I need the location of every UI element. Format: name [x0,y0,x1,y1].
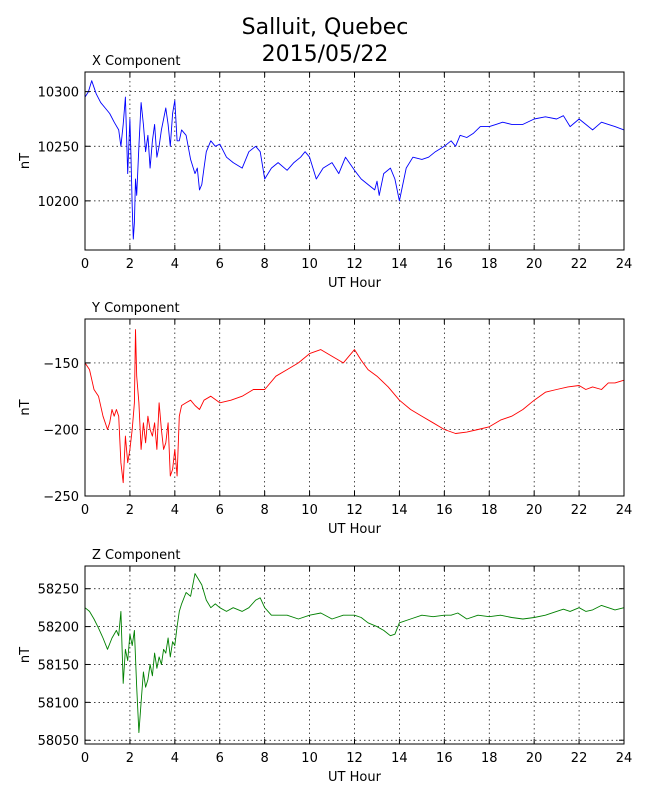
y-x-tick-label: 24 [616,503,633,518]
z-plot-frame [84,565,625,745]
y-y-tick-label: −150 [43,357,79,372]
x-y-axis-label: nT [18,153,33,169]
y-x-tick-label: 12 [346,503,363,518]
x-x-tick-label: 8 [261,257,269,272]
y-x-tick-label: 22 [571,503,588,518]
x-x-tick-label: 12 [346,257,363,272]
x-x-tick-label: 10 [301,257,318,272]
x-x-tick-label: 24 [616,257,633,272]
z-component-series-line [84,573,625,734]
z-x-tick-label: 22 [571,751,588,766]
y-panel-title: Y Component [91,301,180,316]
z-y-tick-label: 58100 [38,696,79,711]
z-x-tick-label: 6 [216,751,224,766]
z-y-tick-label: 58200 [38,621,79,636]
y-x-tick-label: 2 [126,503,134,518]
x-panel-title: X Component [92,54,181,69]
z-x-tick-label: 10 [301,751,318,766]
x-x-tick-label: 0 [81,257,89,272]
x-x-axis-label: UT Hour [328,276,382,291]
x-x-tick-label: 14 [391,257,408,272]
y-x-tick-label: 4 [171,503,179,518]
y-x-tick-label: 20 [526,503,543,518]
z-x-tick-label: 4 [171,751,179,766]
x-y-tick-label: 10250 [38,140,79,155]
z-x-tick-label: 16 [436,751,453,766]
x-x-tick-label: 16 [436,257,453,272]
z-x-tick-label: 20 [526,751,543,766]
figure-title-line-1: Salluit, Quebec [242,15,409,40]
z-x-axis-label: UT Hour [328,770,382,785]
y-y-tick-label: −250 [43,490,79,505]
z-x-tick-label: 14 [391,751,408,766]
x-y-tick-label: 10300 [38,86,79,101]
z-y-tick-label: 58150 [38,658,79,673]
y-y-tick-label: −200 [43,423,79,438]
x-x-tick-label: 6 [216,257,224,272]
y-x-tick-label: 6 [216,503,224,518]
y-x-tick-label: 14 [391,503,408,518]
y-x-tick-label: 10 [301,503,318,518]
z-x-tick-label: 12 [346,751,363,766]
z-x-tick-label: 24 [616,751,633,766]
z-x-tick-label: 2 [126,751,134,766]
figure-title-line-2: 2015/05/22 [262,42,389,67]
z-x-tick-label: 18 [481,751,498,766]
x-x-tick-label: 4 [171,257,179,272]
x-y-tick-label: 10200 [38,195,79,210]
z-y-axis-label: nT [18,647,33,663]
z-x-tick-label: 0 [81,751,89,766]
y-plot-frame [84,318,625,497]
z-x-tick-label: 8 [261,751,269,766]
y-y-axis-label: nT [18,399,33,415]
x-x-tick-label: 20 [526,257,543,272]
x-x-tick-label: 18 [481,257,498,272]
x-x-tick-label: 22 [571,257,588,272]
x-x-tick-label: 2 [126,257,134,272]
y-x-tick-label: 16 [436,503,453,518]
y-component-series-line [84,329,625,484]
z-y-tick-label: 58250 [38,583,79,598]
z-y-tick-label: 58050 [38,734,79,749]
x-plot-frame [84,71,625,251]
y-x-tick-label: 18 [481,503,498,518]
z-component-panel: 0 2 4 6 8 10 12 14 16 18 20 22 245805058100581505820… [18,548,632,785]
x-component-series-line [84,80,625,240]
z-panel-title: Z Component [92,548,181,563]
y-x-axis-label: UT Hour [328,522,382,537]
y-x-tick-label: 0 [81,503,89,518]
y-x-tick-label: 8 [261,503,269,518]
